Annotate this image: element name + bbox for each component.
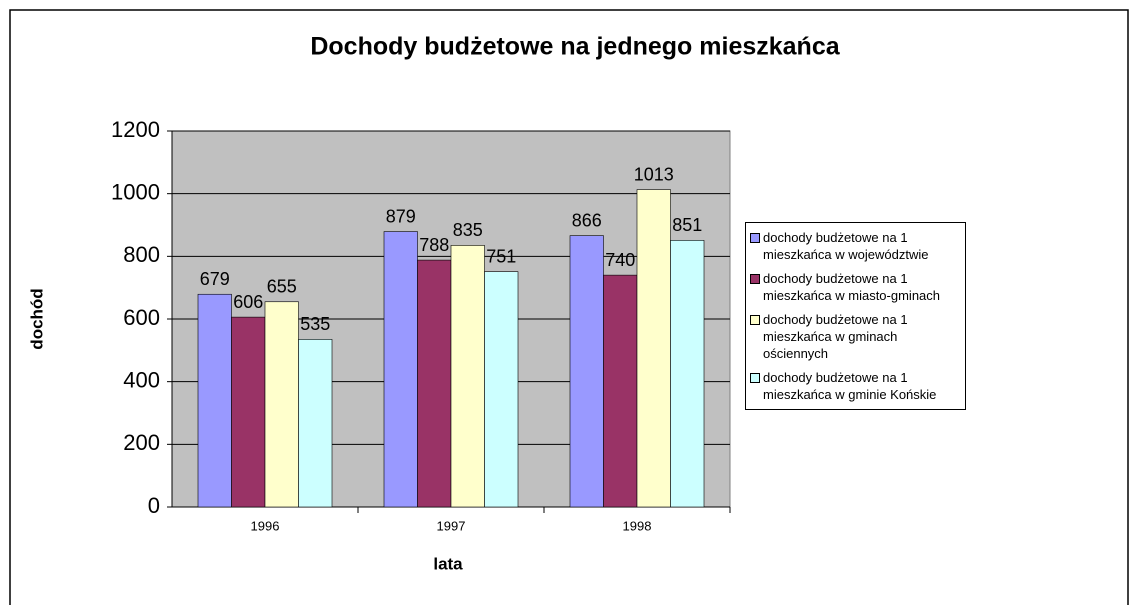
y-tick-label: 0 bbox=[148, 493, 160, 518]
bar bbox=[603, 274, 638, 508]
data-label: 788 bbox=[419, 235, 449, 255]
bar bbox=[670, 240, 705, 508]
y-axis-label: dochód bbox=[27, 288, 46, 349]
y-tick-label: 400 bbox=[123, 367, 160, 392]
legend-swatch bbox=[750, 274, 760, 284]
bar bbox=[383, 231, 418, 508]
legend-item: dochody budżetowe na 1 mieszkańca w gmin… bbox=[750, 369, 961, 403]
bar bbox=[569, 235, 604, 508]
legend-item: dochody budżetowe na 1 mieszkańca w mias… bbox=[750, 270, 961, 304]
data-label: 606 bbox=[233, 292, 263, 312]
legend-label: dochody budżetowe na 1 mieszkańca w gmin… bbox=[763, 312, 908, 361]
data-label: 535 bbox=[300, 314, 330, 334]
data-label: 740 bbox=[605, 250, 635, 270]
bar bbox=[298, 339, 333, 508]
legend-item: dochody budżetowe na 1 mieszkańca w woje… bbox=[750, 229, 961, 263]
legend-label: dochody budżetowe na 1 mieszkańca w woje… bbox=[763, 230, 929, 262]
chart-title: Dochody budżetowe na jednego mieszkańca bbox=[310, 33, 840, 61]
legend-label: dochody budżetowe na 1 mieszkańca w mias… bbox=[763, 271, 941, 303]
legend-swatch bbox=[750, 233, 760, 243]
y-tick-label: 600 bbox=[123, 305, 160, 330]
data-label: 866 bbox=[572, 210, 602, 230]
data-label: 655 bbox=[267, 277, 297, 297]
legend-label: dochody budżetowe na 1 mieszkańca w gmin… bbox=[763, 370, 937, 402]
bar bbox=[231, 316, 266, 508]
bar bbox=[417, 259, 452, 508]
y-tick-label: 1200 bbox=[111, 117, 160, 142]
y-tick-label: 200 bbox=[123, 430, 160, 455]
x-axis-label: lata bbox=[433, 554, 463, 573]
data-label: 835 bbox=[453, 220, 483, 240]
data-label: 1013 bbox=[634, 164, 674, 184]
x-tick-label: 1996 bbox=[251, 518, 280, 533]
y-tick-label: 800 bbox=[123, 242, 160, 267]
x-tick-label: 1997 bbox=[437, 518, 466, 533]
legend-swatch bbox=[750, 315, 760, 325]
legend: dochody budżetowe na 1 mieszkańca w woje… bbox=[745, 222, 966, 410]
y-tick-label: 1000 bbox=[111, 179, 160, 204]
bar bbox=[450, 245, 485, 508]
data-label: 679 bbox=[200, 269, 230, 289]
bar bbox=[636, 189, 671, 508]
x-tick-label: 1998 bbox=[623, 518, 652, 533]
legend-item: dochody budżetowe na 1 mieszkańca w gmin… bbox=[750, 311, 961, 362]
legend-swatch bbox=[750, 373, 760, 383]
bar bbox=[484, 271, 519, 508]
data-label: 879 bbox=[386, 206, 416, 226]
bar bbox=[197, 293, 232, 508]
data-label: 751 bbox=[486, 246, 516, 266]
bar bbox=[264, 301, 299, 508]
data-label: 851 bbox=[672, 215, 702, 235]
